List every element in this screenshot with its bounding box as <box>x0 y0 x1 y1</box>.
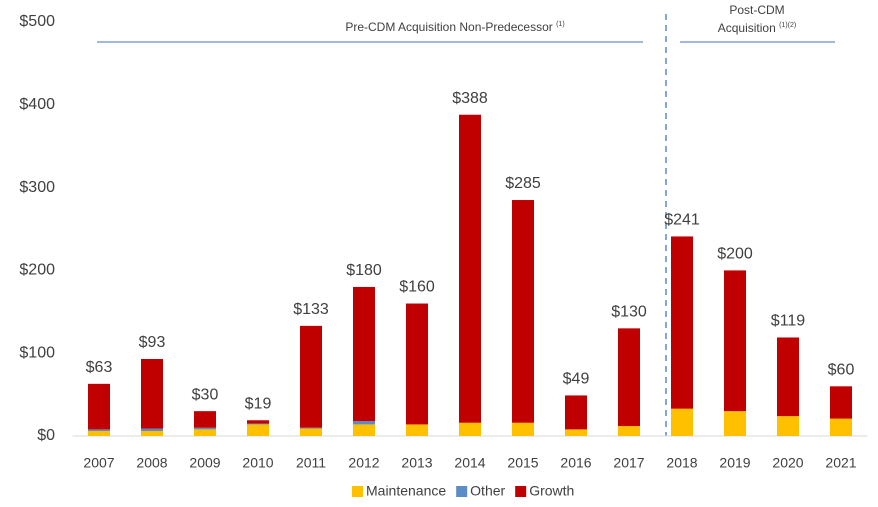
total-label: $60 <box>828 362 855 379</box>
total-label: $160 <box>399 279 435 296</box>
bar-segment <box>88 429 110 432</box>
bar-segment <box>88 431 110 436</box>
legend-swatch <box>352 486 363 497</box>
bar-segment <box>353 286 375 422</box>
x-tick-label: 2009 <box>189 455 220 471</box>
legend-label: Growth <box>529 483 574 499</box>
total-label: $133 <box>293 301 329 318</box>
bar-segment <box>353 424 375 436</box>
bar-segment <box>671 236 693 409</box>
total-label: $241 <box>664 212 700 229</box>
bar-segment <box>512 200 534 423</box>
y-tick-label: $400 <box>19 96 55 113</box>
bar-segment <box>777 416 799 436</box>
bar-segment <box>194 411 216 428</box>
total-label: $388 <box>452 90 488 107</box>
y-tick-label: $200 <box>19 262 55 279</box>
bar-segment <box>247 423 269 425</box>
bar-segment <box>141 358 163 429</box>
bar-segment <box>353 421 375 425</box>
x-tick-label: 2019 <box>719 455 750 471</box>
x-tick-label: 2007 <box>83 455 114 471</box>
pre-note: (1) <box>556 21 565 28</box>
x-tick-label: 2014 <box>454 455 485 471</box>
bar-segment <box>565 395 587 430</box>
bar-segment <box>247 420 269 424</box>
bar-segment <box>724 270 746 412</box>
y-tick-label: $500 <box>19 13 55 30</box>
bar-segment <box>459 422 481 436</box>
x-tick-label: 2015 <box>507 455 538 471</box>
bar-segment <box>671 408 693 436</box>
legend-label: Maintenance <box>366 483 446 499</box>
bar-segment <box>406 303 428 425</box>
bar-segment <box>88 383 110 430</box>
total-label: $49 <box>563 371 590 388</box>
x-tick-label: 2012 <box>348 455 379 471</box>
bar-segment <box>300 325 322 428</box>
total-label: $285 <box>505 175 541 192</box>
legend-swatch <box>515 486 527 497</box>
x-tick-label: 2008 <box>136 455 167 471</box>
bar-segment <box>618 426 640 436</box>
x-tick-label: 2021 <box>825 455 856 471</box>
total-label: $200 <box>717 246 753 263</box>
total-label: $180 <box>346 262 382 279</box>
x-tick-label: 2020 <box>772 455 803 471</box>
total-label: $63 <box>86 359 113 376</box>
total-label: $93 <box>139 334 166 351</box>
legend-label: Other <box>470 483 505 499</box>
bar-segment <box>830 418 852 436</box>
bar-segment <box>406 424 428 436</box>
bar-segment <box>565 429 587 436</box>
x-tick-label: 2018 <box>666 455 697 471</box>
total-label: $130 <box>611 304 647 321</box>
post-annotation: Acquisition (1)(2) <box>718 21 797 35</box>
bar-segment <box>300 428 322 436</box>
pre-text: Pre-CDM Acquisition Non-Predecessor <box>345 20 552 34</box>
pre-annotation: Pre-CDM Acquisition Non-Predecessor (1) <box>345 20 564 34</box>
bar-segment <box>777 337 799 417</box>
post-text: Acquisition <box>718 21 776 35</box>
bar-segment <box>247 424 269 436</box>
bar-segment <box>618 328 640 427</box>
bar-segment <box>459 114 481 423</box>
y-tick-label: $0 <box>37 427 55 444</box>
x-tick-label: 2016 <box>560 455 591 471</box>
y-tick-label: $300 <box>19 179 55 196</box>
total-label: $19 <box>245 395 272 412</box>
bar-segment <box>194 427 216 430</box>
x-tick-label: 2011 <box>296 455 326 471</box>
total-label: $119 <box>771 313 806 330</box>
bar-segment <box>724 411 746 436</box>
bar-segment <box>300 427 322 429</box>
bar-segment <box>194 429 216 436</box>
y-tick-label: $100 <box>19 344 55 361</box>
x-tick-label: 2017 <box>613 455 644 471</box>
x-tick-label: 2010 <box>242 455 273 471</box>
post-annotation: Post-CDM <box>729 3 784 17</box>
bar-segment <box>512 422 534 436</box>
bar-segment <box>141 431 163 436</box>
x-tick-label: 2013 <box>401 455 432 471</box>
total-label: $30 <box>192 386 219 403</box>
bar-segment <box>830 386 852 419</box>
post-note: (1)(2) <box>779 22 796 29</box>
bar-segment <box>141 428 163 432</box>
legend-swatch <box>456 486 468 497</box>
